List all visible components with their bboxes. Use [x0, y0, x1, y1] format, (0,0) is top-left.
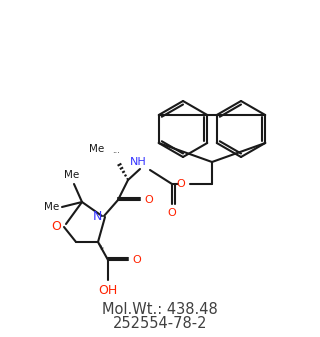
Text: Me: Me: [89, 144, 104, 154]
Text: N: N: [92, 210, 102, 222]
Text: O: O: [132, 255, 141, 265]
Text: O: O: [168, 208, 176, 218]
Text: O: O: [176, 179, 185, 189]
Text: Me: Me: [44, 202, 59, 212]
Text: NH: NH: [130, 157, 147, 167]
Text: Me: Me: [64, 170, 80, 180]
Text: O: O: [144, 195, 153, 205]
Text: Mol.Wt.: 438.48: Mol.Wt.: 438.48: [102, 302, 218, 316]
Text: O: O: [51, 220, 61, 234]
Text: OH: OH: [98, 284, 118, 297]
Text: ···: ···: [112, 149, 120, 158]
Text: 252554-78-2: 252554-78-2: [113, 315, 207, 331]
